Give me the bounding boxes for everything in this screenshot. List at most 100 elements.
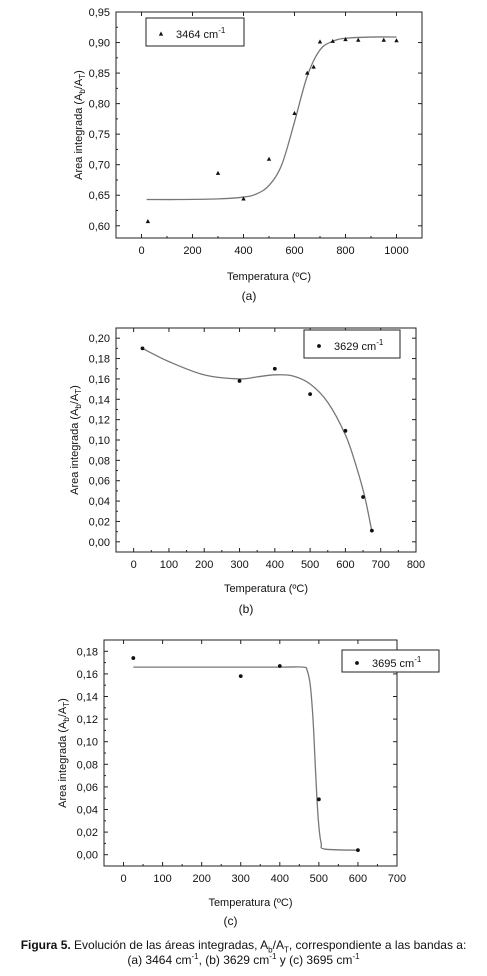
panel-label: (b) bbox=[239, 602, 254, 616]
x-axis-title: Temperatura (ºC) bbox=[208, 897, 292, 909]
y-title-text: Area integrada (A bbox=[73, 93, 85, 180]
data-point bbox=[308, 392, 313, 397]
caption-text: , correspondiente a las bandas a: bbox=[288, 938, 467, 952]
data-point bbox=[361, 495, 365, 499]
data-point bbox=[266, 156, 272, 161]
y-tick-label: 0,16 bbox=[77, 669, 98, 681]
y-tick-label: 0,80 bbox=[89, 99, 110, 111]
caption-line-2: (a) 3464 cm-1, (b) 3629 cm-1 y (c) 3695 … bbox=[0, 953, 487, 968]
y-tick-label: 0,00 bbox=[89, 537, 110, 549]
y-tick-label: 0,95 bbox=[89, 7, 110, 19]
legend-label-text: 3464 cm bbox=[176, 29, 218, 41]
data-point bbox=[356, 848, 360, 853]
y-axis-title: Area integrada (Ab/AT) bbox=[69, 385, 83, 495]
legend-label-text: 3629 cm bbox=[334, 341, 376, 353]
data-point bbox=[215, 170, 221, 175]
x-tick-label: 200 bbox=[195, 559, 213, 571]
y-tick-label: 0,20 bbox=[89, 333, 110, 345]
y-tick-label: 0,60 bbox=[89, 221, 110, 233]
y-title-sub: T bbox=[74, 389, 83, 394]
y-axis-title: Area integrada (Ab/AT) bbox=[57, 698, 71, 808]
data-point bbox=[238, 674, 243, 679]
y-tick-label: 0,04 bbox=[89, 496, 110, 508]
chart-panel-a: 0,60 0,65 0,70 0,75 0,80 0,85 0,90 0,95 0 200 400 6… bbox=[73, 7, 423, 303]
y-axis-title: Area integrada (Ab/AT) bbox=[73, 70, 87, 180]
data-point bbox=[316, 797, 321, 802]
y-title-sub: b bbox=[78, 89, 87, 94]
y-title-text: /A bbox=[57, 706, 69, 717]
x-tick-label: 100 bbox=[153, 873, 171, 885]
data-point bbox=[369, 528, 374, 533]
y-tick-label: 0,04 bbox=[77, 805, 98, 817]
data-point bbox=[131, 656, 136, 660]
x-tick-label: 200 bbox=[183, 245, 201, 257]
y-tick-label: 0,00 bbox=[77, 850, 98, 862]
y-tick-label: 0,90 bbox=[89, 38, 110, 50]
data-point bbox=[272, 366, 277, 371]
x-tick-label: 0 bbox=[120, 873, 126, 885]
y-tick-label: 0,16 bbox=[89, 374, 110, 386]
caption-text: Evolución de las áreas integradas, A bbox=[70, 938, 269, 952]
x-tick-label: 800 bbox=[336, 245, 354, 257]
data-point bbox=[241, 196, 246, 201]
y-tick-label: 0,06 bbox=[89, 476, 110, 488]
data-point bbox=[311, 64, 316, 69]
y-tick-label: 0,18 bbox=[77, 646, 98, 658]
legend-label-text: 3695 cm bbox=[372, 658, 414, 670]
caption-text: /A bbox=[272, 938, 284, 952]
x-tick-label: 0 bbox=[138, 245, 144, 257]
x-tick-label: 500 bbox=[301, 559, 319, 571]
y-tick-label: 0,10 bbox=[77, 737, 98, 749]
x-tick-label: 100 bbox=[160, 559, 178, 571]
x-tick-label: 300 bbox=[232, 873, 250, 885]
caption-text: y (c) 3695 cm bbox=[276, 953, 353, 967]
y-tick-label: 0,14 bbox=[89, 394, 110, 406]
y-tick-label: 0,08 bbox=[89, 455, 110, 467]
fit-curve bbox=[146, 36, 397, 201]
legend-label: 3629 cm-1 bbox=[334, 338, 384, 353]
legend-marker bbox=[355, 661, 359, 665]
x-tick-label: 400 bbox=[266, 559, 284, 571]
caption-figure-label: Figura 5. bbox=[20, 938, 71, 952]
caption-line-1: Figura 5. Evolución de las áreas integra… bbox=[0, 938, 487, 955]
y-title-text: /A bbox=[69, 393, 81, 404]
caption-sup: -1 bbox=[352, 952, 360, 961]
legend-marker bbox=[317, 344, 321, 348]
data-point bbox=[356, 37, 361, 42]
x-tick-label: 700 bbox=[388, 873, 406, 885]
y-title-sub: T bbox=[78, 74, 87, 79]
x-axis-title: Temperatura (ºC) bbox=[227, 271, 311, 283]
caption-sub: T bbox=[283, 945, 289, 955]
x-tick-label: 400 bbox=[234, 245, 252, 257]
caption-sup: -1 bbox=[269, 952, 277, 961]
chart-panel-b: 0,00 0,02 0,04 0,06 0,08 0,10 0,12 0,14 0,16 0,18… bbox=[69, 327, 425, 616]
x-tick-label: 600 bbox=[336, 559, 354, 571]
fit-curve bbox=[133, 666, 358, 851]
data-point bbox=[140, 346, 145, 351]
data-point bbox=[343, 428, 348, 433]
y-tick-label: 0,70 bbox=[89, 160, 110, 172]
legend-superscript: -1 bbox=[218, 26, 226, 35]
y-title-text: Area integrada (A bbox=[69, 408, 81, 495]
y-tick-label: 0,18 bbox=[89, 354, 110, 366]
data-point bbox=[305, 70, 310, 75]
y-tick-label: 0,08 bbox=[77, 759, 98, 771]
y-tick-label: 0,75 bbox=[89, 129, 110, 141]
x-tick-label: 500 bbox=[310, 873, 328, 885]
panel-label: (a) bbox=[242, 289, 257, 303]
y-tick-label: 0,65 bbox=[89, 190, 110, 202]
data-point bbox=[277, 664, 282, 668]
data-point bbox=[381, 37, 386, 42]
data-point bbox=[145, 219, 151, 224]
data-point bbox=[317, 39, 323, 44]
y-tick-label: 0,14 bbox=[77, 692, 98, 704]
legend-box bbox=[303, 329, 401, 359]
y-title-sub: b bbox=[74, 404, 83, 409]
y-tick-label: 0,02 bbox=[89, 516, 110, 528]
caption-text: (a) 3464 cm bbox=[127, 953, 192, 967]
x-tick-label: 0 bbox=[131, 559, 137, 571]
data-point bbox=[237, 379, 242, 383]
y-title-text: /A bbox=[73, 78, 85, 89]
y-tick-label: 0,02 bbox=[77, 827, 98, 839]
legend-box bbox=[341, 649, 440, 673]
